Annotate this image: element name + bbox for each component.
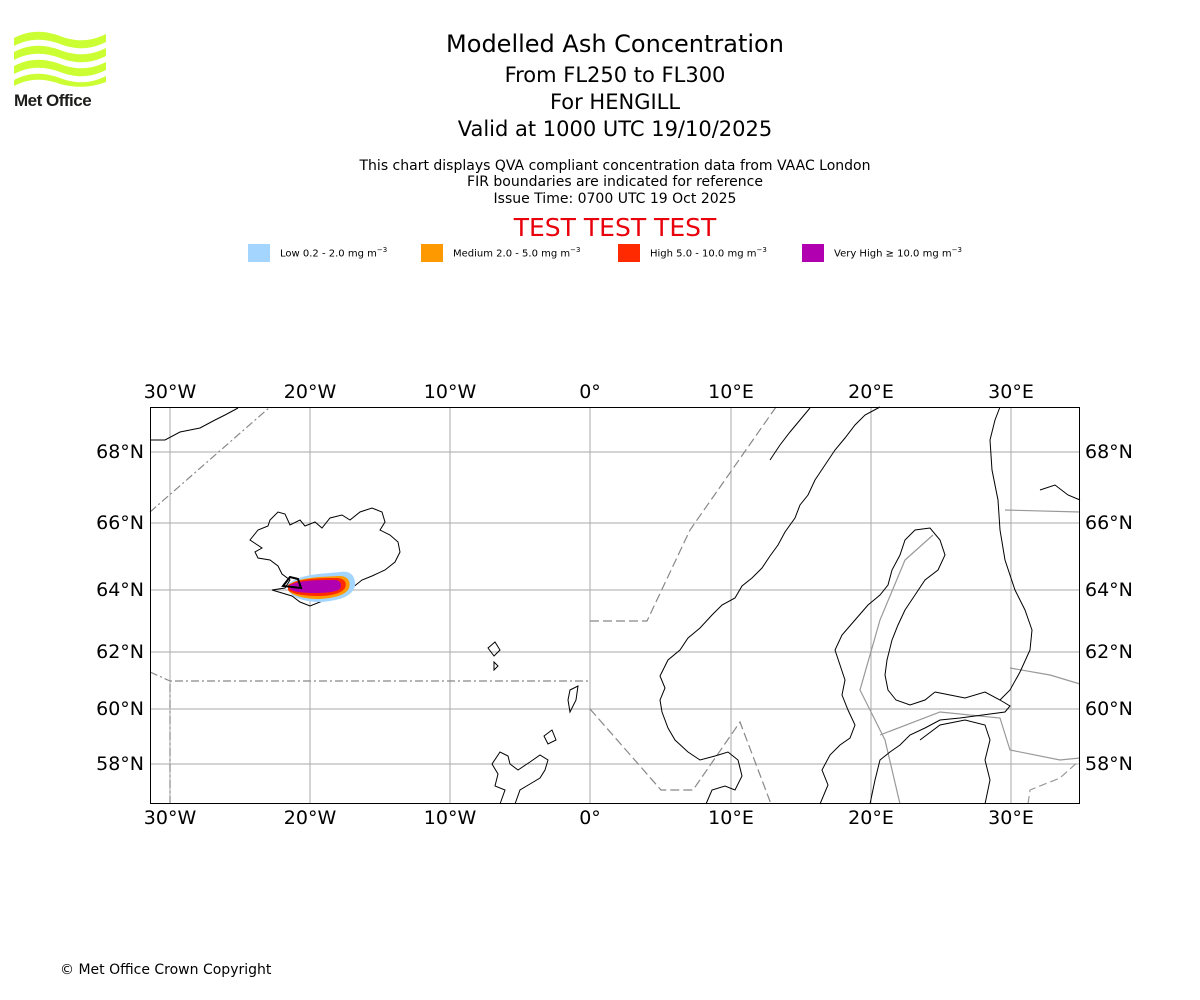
coastlines: [150, 406, 1081, 805]
lat-label-right-60n: 60°N: [1085, 698, 1133, 720]
lat-label-right-64n: 64°N: [1085, 579, 1133, 601]
legend-label-very-high: Very High ≥ 10.0 mg m: [834, 248, 952, 260]
lat-label-left-64n: 64°N: [96, 579, 144, 601]
lon-label-top-30e: 30°E: [988, 381, 1034, 403]
legend-swatch-medium: [421, 244, 443, 262]
lat-label-left-58n: 58°N: [96, 753, 144, 775]
ash-map: 30°W 20°W 10°W 0° 10°E 20°E 30°E 30°W 20…: [96, 381, 1133, 829]
chart-note-qva: This chart displays QVA compliant concen…: [359, 158, 871, 174]
lon-label-top-10e: 10°E: [708, 381, 754, 403]
lon-label-bottom-30w: 30°W: [144, 807, 197, 829]
valid-time: Valid at 1000 UTC 19/10/2025: [457, 117, 773, 141]
legend-swatch-low: [248, 244, 270, 262]
lat-label-left-68n: 68°N: [96, 441, 144, 463]
lon-label-bottom-10w: 10°W: [424, 807, 477, 829]
lon-label-bottom-30e: 30°E: [988, 807, 1034, 829]
lat-label-right-62n: 62°N: [1085, 641, 1133, 663]
volcano-location-marker: [281, 575, 303, 590]
lat-label-left-62n: 62°N: [96, 641, 144, 663]
lon-label-top-20w: 20°W: [284, 381, 337, 403]
test-banner: TEST TEST TEST: [513, 213, 717, 242]
flight-level-range: From FL250 to FL300: [504, 63, 726, 87]
lat-label-left-60n: 60°N: [96, 698, 144, 720]
fir-boundaries: [149, 406, 1081, 805]
ash-plume: [288, 571, 356, 602]
map-graticule: [150, 407, 1080, 804]
legend-label-low: Low 0.2 - 2.0 mg m: [280, 248, 377, 260]
lon-label-bottom-20e: 20°E: [848, 807, 894, 829]
lon-label-top-10w: 10°W: [424, 381, 477, 403]
lat-label-left-66n: 66°N: [96, 512, 144, 534]
lon-label-bottom-0: 0°: [579, 807, 601, 829]
chart-title: Modelled Ash Concentration: [446, 30, 784, 58]
lat-label-right-66n: 66°N: [1085, 512, 1133, 534]
lat-label-right-58n: 58°N: [1085, 753, 1133, 775]
legend-swatch-very-high: [802, 244, 824, 262]
met-office-logo-text: Met Office: [14, 91, 92, 110]
map-frame: [150, 407, 1080, 804]
lon-label-top-30w: 30°W: [144, 381, 197, 403]
legend-label-medium: Medium 2.0 - 5.0 mg m: [453, 248, 571, 260]
copyright-notice: © Met Office Crown Copyright: [60, 962, 272, 978]
lon-label-top-0: 0°: [579, 381, 601, 403]
legend-swatch-high: [618, 244, 640, 262]
lon-label-bottom-10e: 10°E: [708, 807, 754, 829]
lat-label-right-68n: 68°N: [1085, 441, 1133, 463]
issue-time: Issue Time: 0700 UTC 19 Oct 2025: [493, 191, 737, 207]
chart-note-fir: FIR boundaries are indicated for referen…: [467, 174, 763, 190]
legend-label-high: High 5.0 - 10.0 mg m: [650, 248, 757, 260]
met-office-logo-waves: [14, 31, 106, 87]
volcano-name: For HENGILL: [549, 90, 681, 114]
lon-label-top-20e: 20°E: [848, 381, 894, 403]
lon-label-bottom-20w: 20°W: [284, 807, 337, 829]
